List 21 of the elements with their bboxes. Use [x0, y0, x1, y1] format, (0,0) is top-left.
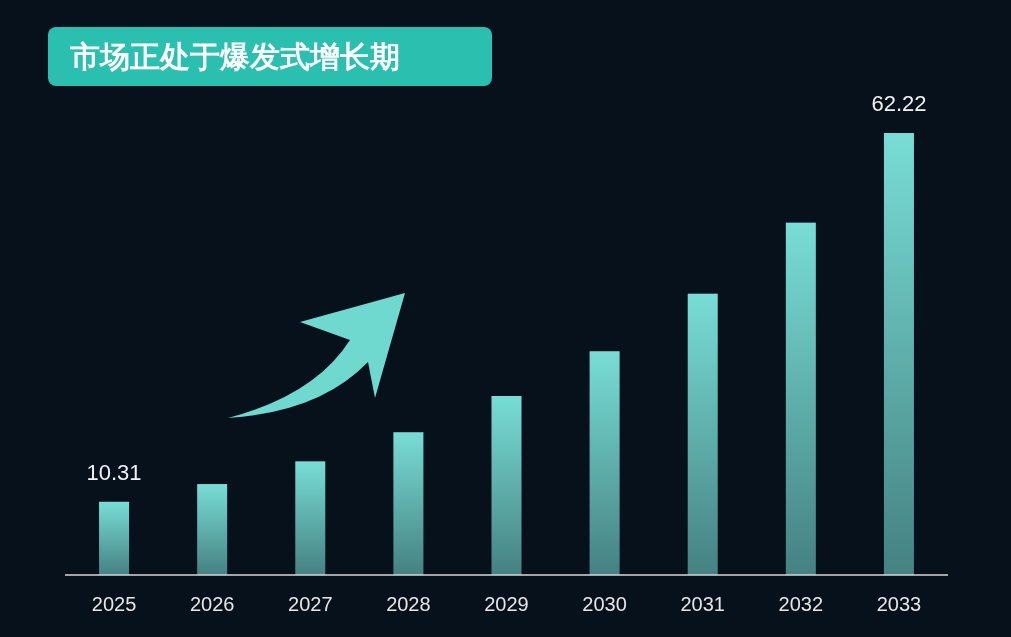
x-tick-label: 2026 [189, 593, 235, 615]
data-label: 62.22 [871, 91, 927, 116]
x-tick-label: 2029 [484, 593, 529, 615]
bar [393, 432, 424, 575]
x-tick-label: 2030 [582, 593, 627, 615]
x-tick-label: 2031 [680, 593, 725, 615]
bar [99, 501, 130, 575]
x-tick-label: 2032 [778, 593, 824, 615]
bar [785, 222, 816, 575]
bar [197, 484, 228, 575]
bar [589, 351, 620, 575]
bar [295, 461, 326, 575]
bar [883, 133, 914, 575]
x-tick-label: 2028 [386, 593, 431, 615]
data-label: 10.31 [86, 459, 142, 485]
x-tick-label: 2025 [91, 593, 137, 615]
bar [687, 293, 718, 575]
x-tick-label: 2033 [876, 593, 922, 615]
bar [491, 395, 522, 575]
chart-title: 市场正处于爆发式增长期 [69, 39, 400, 74]
x-tick-label: 2027 [288, 593, 333, 615]
